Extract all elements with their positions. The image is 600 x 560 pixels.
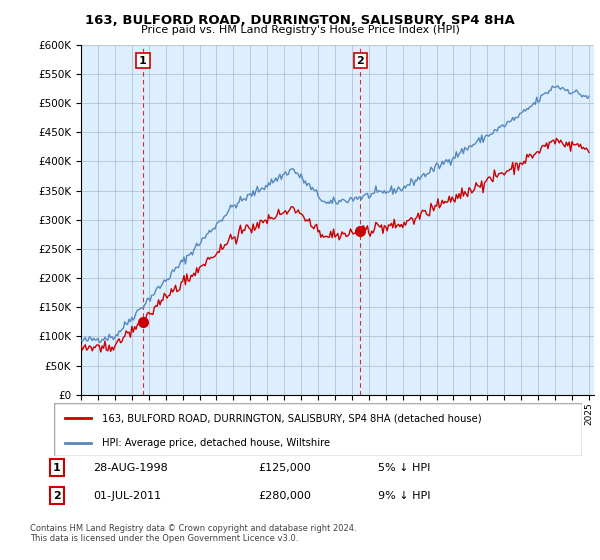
Text: 01-JUL-2011: 01-JUL-2011	[93, 491, 161, 501]
Text: 9% ↓ HPI: 9% ↓ HPI	[378, 491, 431, 501]
Text: 163, BULFORD ROAD, DURRINGTON, SALISBURY, SP4 8HA (detached house): 163, BULFORD ROAD, DURRINGTON, SALISBURY…	[101, 413, 481, 423]
Text: 5% ↓ HPI: 5% ↓ HPI	[378, 463, 430, 473]
Text: 2: 2	[356, 55, 364, 66]
Text: 1: 1	[139, 55, 147, 66]
Text: Price paid vs. HM Land Registry's House Price Index (HPI): Price paid vs. HM Land Registry's House …	[140, 25, 460, 35]
Text: £125,000: £125,000	[258, 463, 311, 473]
Text: Contains HM Land Registry data © Crown copyright and database right 2024.
This d: Contains HM Land Registry data © Crown c…	[30, 524, 356, 543]
Text: 28-AUG-1998: 28-AUG-1998	[93, 463, 168, 473]
FancyBboxPatch shape	[54, 403, 582, 456]
Text: HPI: Average price, detached house, Wiltshire: HPI: Average price, detached house, Wilt…	[101, 438, 329, 448]
Text: 2: 2	[53, 491, 61, 501]
Text: 1: 1	[53, 463, 61, 473]
Text: 163, BULFORD ROAD, DURRINGTON, SALISBURY, SP4 8HA: 163, BULFORD ROAD, DURRINGTON, SALISBURY…	[85, 14, 515, 27]
Text: £280,000: £280,000	[258, 491, 311, 501]
